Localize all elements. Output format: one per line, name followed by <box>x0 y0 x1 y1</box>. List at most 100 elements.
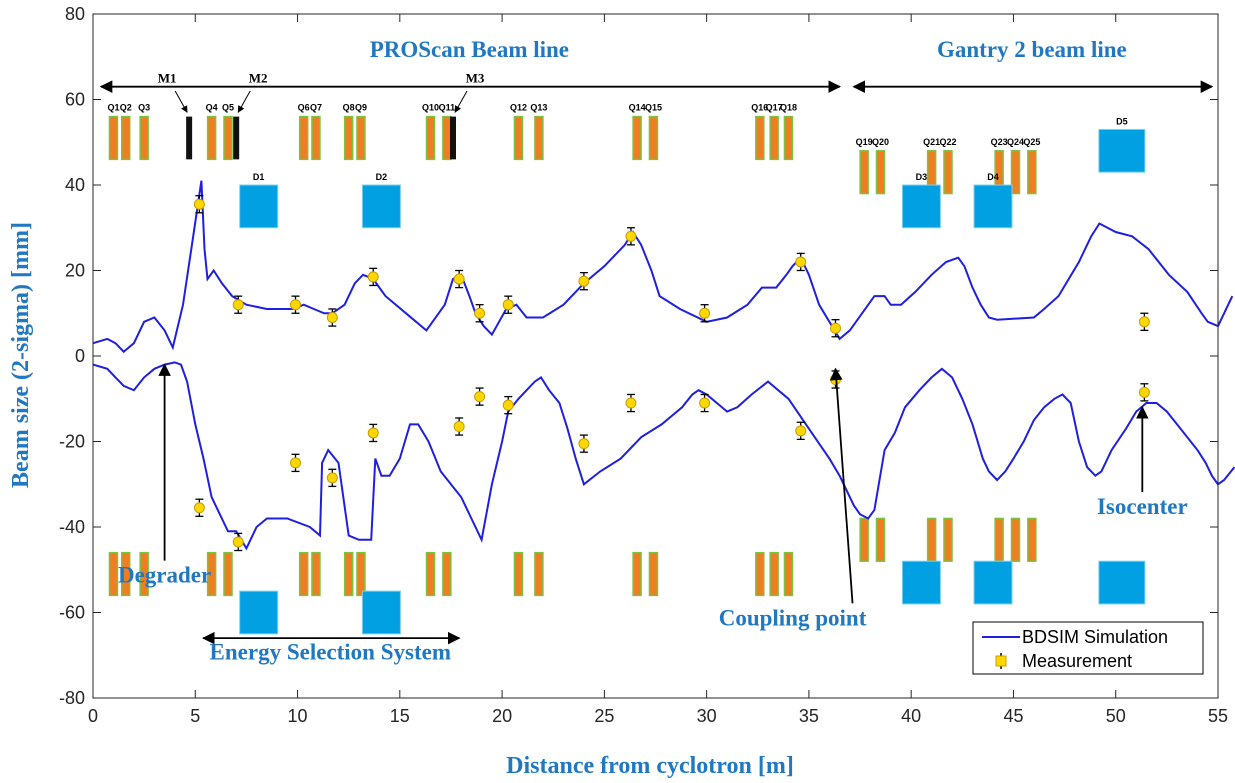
quadrupole-upper-Q22 <box>943 150 953 195</box>
quadrupole-upper-Q9 <box>356 115 366 161</box>
quadrupole-label-Q13: Q13 <box>530 103 547 113</box>
quadrupole-label-Q18: Q18 <box>780 103 797 113</box>
monitor-pointer-M1 <box>174 90 188 113</box>
quadrupole-lower-Q10 <box>425 551 436 597</box>
quadrupole-lower-Q8 <box>343 551 354 597</box>
quadrupole-label-Q10: Q10 <box>422 103 439 113</box>
y-tick-label--80: -80 <box>59 688 85 708</box>
y-tick-label-20: 20 <box>65 261 85 281</box>
magnet-layout: Q1 Q2 Q3 Q4 Q5 Q6 Q7 Q8 Q9 Q10 Q11 Q12 Q13 Q14 Q15 Q16Q… <box>107 70 1146 635</box>
measurement-markers <box>193 195 1150 552</box>
dipole-label-D3: D3 <box>916 172 928 182</box>
dipole-lower-D5 <box>1098 560 1146 605</box>
measurement-point-lower-9 <box>625 397 637 409</box>
quadrupole-upper-Q19 <box>859 150 869 195</box>
quadrupole-lower-Q3 <box>139 551 149 597</box>
dipole-label-D1: D1 <box>253 172 265 182</box>
simulation-curve-upper <box>92 180 1234 354</box>
quadrupole-lower-Q24 <box>1010 517 1021 562</box>
measurement-point-upper-8 <box>578 275 590 287</box>
axes: 0 5 10 15 20 25 30 35 40 45 50 55 -80 -60 -40 -20 0 20 40 6… <box>59 4 1228 726</box>
x-tick-label-10: 10 <box>288 706 308 726</box>
section-label-2: Energy Selection System <box>210 640 451 665</box>
point-label-1: Coupling point <box>719 605 867 630</box>
measurement-point-upper-0 <box>193 198 205 210</box>
measurement-point-upper-3 <box>326 312 338 324</box>
measurement-point-upper-10 <box>699 307 711 319</box>
y-tick-label--40: -40 <box>59 517 85 537</box>
measurement-point-upper-2 <box>290 299 301 311</box>
quadrupole-lower-Q7 <box>311 551 321 597</box>
measurement-point-lower-0 <box>193 502 205 514</box>
x-tick-label-35: 35 <box>799 706 819 726</box>
quadrupole-label-Q9: Q9 <box>355 103 367 113</box>
y-tick-label--20: -20 <box>59 432 85 452</box>
monitor-M2 <box>233 116 240 160</box>
annotations-layer: PROScan Beam line Gantry 2 beam line Energ… <box>99 37 1214 665</box>
quadrupole-upper-Q16 <box>755 115 765 161</box>
quadrupole-upper-Q25 <box>1027 150 1037 195</box>
quadrupole-upper-Q8 <box>343 115 354 161</box>
quadrupole-lower-Q20 <box>875 517 886 562</box>
x-tick-label-15: 15 <box>390 706 410 726</box>
quadrupole-lower-Q22 <box>943 517 953 562</box>
quadrupole-label-Q3: Q3 <box>138 103 150 113</box>
x-tick-label-20: 20 <box>492 706 512 726</box>
quadrupole-upper-Q11 <box>442 115 452 161</box>
measurement-point-lower-4 <box>367 427 379 439</box>
y-tick-label--60: -60 <box>59 603 85 623</box>
measurement-point-lower-1 <box>232 536 244 548</box>
point-label-0: Degrader <box>118 563 211 588</box>
quadrupole-lower-Q12 <box>513 551 524 597</box>
x-tick-label-50: 50 <box>1106 706 1126 726</box>
quadrupole-upper-Q24 <box>1010 150 1021 195</box>
point-label-2: Isocenter <box>1097 494 1188 519</box>
dipole-label-D5: D5 <box>1116 116 1128 126</box>
measurement-point-lower-10 <box>699 397 711 409</box>
quadrupole-label-Q17: Q17 <box>766 103 783 113</box>
dipole-upper-D3 <box>901 184 941 229</box>
quadrupole-upper-Q6 <box>298 115 309 161</box>
measurement-point-lower-3 <box>326 472 338 484</box>
quadrupole-lower-Q19 <box>859 517 869 562</box>
x-tick-label-55: 55 <box>1208 706 1228 726</box>
quadrupole-lower-Q15 <box>648 551 659 597</box>
quadrupole-label-Q20: Q20 <box>872 137 889 147</box>
quadrupole-lower-Q17 <box>769 551 779 597</box>
point-arrow-1 <box>830 367 854 604</box>
measurement-point-lower-13 <box>1138 386 1150 398</box>
quadrupole-upper-Q3 <box>139 115 149 161</box>
quadrupole-lower-Q13 <box>534 551 544 597</box>
quadrupole-lower-Q11 <box>442 551 452 597</box>
dipole-label-D4: D4 <box>987 172 999 182</box>
quadrupole-upper-Q20 <box>875 150 886 195</box>
quadrupole-upper-Q5 <box>223 115 233 161</box>
y-tick-label-80: 80 <box>65 4 85 24</box>
legend: BDSIM Simulation Measurement <box>972 621 1204 675</box>
measurement-point-upper-11 <box>795 256 807 268</box>
measurement-point-lower-5 <box>453 421 465 433</box>
legend-marker-sample <box>995 655 1007 667</box>
section-label-0: PROScan Beam line <box>370 37 569 62</box>
x-axis-label: Distance from cyclotron [m] <box>506 753 794 779</box>
measurement-point-lower-2 <box>290 457 301 469</box>
quadrupole-label-Q6: Q6 <box>298 103 310 113</box>
dipole-upper-D2 <box>361 184 401 229</box>
quadrupole-label-Q25: Q25 <box>1023 137 1040 147</box>
dipole-upper-D5 <box>1098 128 1146 173</box>
monitor-M3 <box>450 116 456 160</box>
curves-layer <box>92 180 1235 551</box>
y-tick-label-0: 0 <box>75 346 85 366</box>
quadrupole-upper-Q18 <box>783 115 794 161</box>
quadrupole-label-Q5: Q5 <box>222 103 234 113</box>
measurement-point-upper-9 <box>625 230 637 242</box>
measurement-point-lower-7 <box>502 399 514 411</box>
dipole-lower-D4 <box>973 560 1013 605</box>
quadrupole-label-Q14: Q14 <box>629 103 646 113</box>
quadrupole-upper-Q12 <box>513 115 524 161</box>
x-tick-label-40: 40 <box>901 706 921 726</box>
quadrupole-label-Q7: Q7 <box>310 103 322 113</box>
measurement-point-lower-6 <box>474 391 486 403</box>
quadrupole-label-Q2: Q2 <box>120 103 132 113</box>
legend-label-measurement: Measurement <box>1022 651 1132 671</box>
